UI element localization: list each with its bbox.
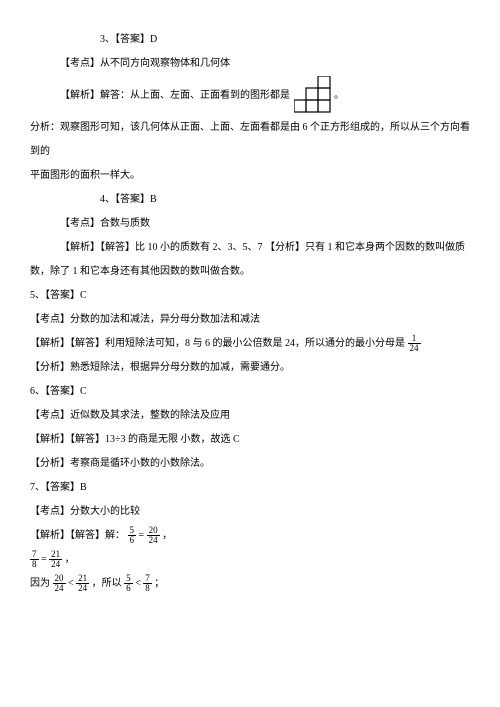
q4-explain-2: 数，除了 1 和它本身还有其他因数的数叫做合数。: [30, 260, 470, 284]
eq-sign-2: =: [41, 554, 49, 565]
so-text: ，所以: [92, 578, 125, 589]
q4-point: 【考点】合数与质数: [30, 212, 470, 236]
fraction-21-24: 2124: [49, 550, 62, 569]
fraction-5-6: 56: [128, 526, 137, 545]
q5-explain: 【解析】【解答】利用短除法可知，8 与 6 的最小公倍数是 24，所以通分的最小…: [30, 332, 470, 356]
eq-sign: =: [139, 530, 147, 541]
q3-explain-row: 【解析】解答：从上面、左面、正面看到的图形都是 。: [30, 76, 470, 116]
q7-explain-row3: 因为 2024 < 2124 ，所以 56 < 78 ；: [30, 572, 470, 596]
q6-point: 【考点】近似数及其求法，整数的除法及应用: [30, 404, 470, 428]
fraction-21-24-b: 2124: [76, 574, 89, 593]
stair-figure: [294, 76, 334, 116]
q3-explain-pre: 【解析】解答：从上面、左面、正面看到的图形都是: [60, 84, 290, 108]
q7-explain-row1: 【解析】【解答】解： 56 = 2024 ，: [30, 524, 470, 548]
q7-answer: 7、【答案】B: [30, 476, 470, 500]
q6-answer: 6、【答案】C: [30, 380, 470, 404]
fraction-7-8-b: 78: [143, 574, 152, 593]
q6-explain: 【解析】【解答】13÷3 的商是无限 小数，故选 C: [30, 428, 470, 452]
lt-2: <: [135, 578, 143, 589]
q5-answer: 5、【答案】C: [30, 284, 470, 308]
lt-1: <: [68, 578, 76, 589]
comma-1: ，: [162, 530, 172, 541]
q5-explain-text: 【解析】【解答】利用短除法可知，8 与 6 的最小公倍数是 24，所以通分的最小…: [30, 338, 405, 349]
because-text: 因为: [30, 578, 53, 589]
q4-answer: 4、【答案】B: [30, 188, 470, 212]
fraction-5-6-b: 56: [124, 574, 133, 593]
q6-analysis: 【分析】考察商是循环小数的小数除法。: [30, 452, 470, 476]
q4-explain-1: 【解析】【解答】比 10 小的质数有 2、3、5、7 【分析】只有 1 和它本身…: [30, 236, 470, 260]
q3-analysis-1: 分析：观察图形可知，该几何体从正面、上面、左面看都是由 6 个正方形组成的，所以…: [30, 116, 470, 164]
q7-point: 【考点】分数大小的比较: [30, 500, 470, 524]
fraction-20-24-b: 2024: [53, 574, 66, 593]
fraction-1-24: 124: [408, 334, 421, 353]
q5-analysis: 【分析】熟悉短除法，根据异分母分数的加减，需要通分。: [30, 356, 470, 380]
q3-point: 【考点】从不同方向观察物体和几何体: [30, 52, 470, 76]
q5-point: 【考点】分数的加法和减法，异分母分数加法和减法: [30, 308, 470, 332]
q7-explain-label: 【解析】【解答】解：: [30, 530, 125, 541]
comma-2: ，: [65, 554, 75, 565]
semicolon: ；: [154, 578, 164, 589]
q3-answer: 3、【答案】D: [30, 28, 470, 52]
q3-analysis-2: 平面图形的面积一样大。: [30, 164, 470, 188]
fraction-20-24: 2024: [147, 526, 160, 545]
q7-explain-row2: 78 = 2124 ，: [30, 548, 470, 572]
fraction-7-8: 78: [30, 550, 39, 569]
q3-explain-post: 。: [334, 84, 344, 108]
